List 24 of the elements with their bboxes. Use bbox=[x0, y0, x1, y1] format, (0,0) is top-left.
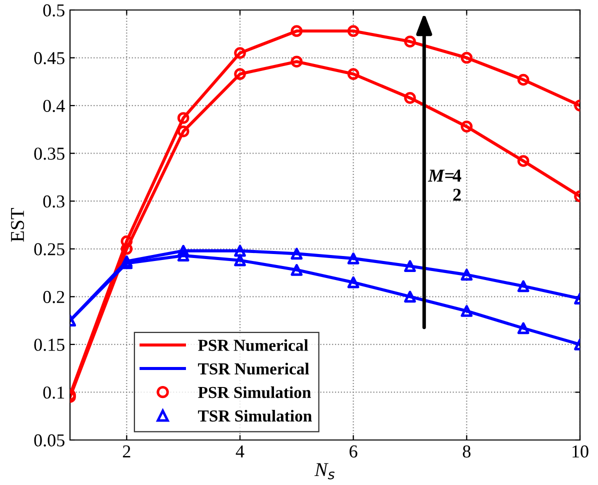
x-tick-label: 2 bbox=[122, 445, 130, 458]
legend-label: TSR Simulation bbox=[198, 410, 312, 422]
y-tick-label: 0.15 bbox=[34, 338, 64, 351]
x-tick-label: 6 bbox=[350, 445, 358, 458]
annotation: M= bbox=[428, 170, 454, 182]
annotation: 2 bbox=[453, 188, 461, 201]
y-tick-label: 0.5 bbox=[43, 4, 64, 17]
legend-label: TSR Numerical bbox=[198, 362, 310, 375]
annotation: 4 bbox=[452, 170, 462, 182]
y-tick-label: 0.2 bbox=[43, 290, 64, 304]
y-tick-label: 0.05 bbox=[34, 434, 64, 447]
y-tick-label: 0.3 bbox=[43, 195, 64, 208]
y-tick-label: 0.45 bbox=[34, 52, 64, 64]
x-tick-label: 8 bbox=[462, 445, 470, 458]
y-tick-label: 0.4 bbox=[43, 100, 65, 112]
y-tick-label: 0.1 bbox=[43, 386, 64, 399]
x-axis-title: N$_{s}$ bbox=[314, 463, 335, 480]
x-tick-label: 10 bbox=[572, 445, 588, 458]
y-tick-label: 0.25 bbox=[34, 243, 64, 256]
legend-label: PSR Simulation bbox=[198, 386, 311, 398]
y-tick-label: 0.35 bbox=[34, 148, 64, 160]
x-tick-label: 4 bbox=[236, 446, 244, 458]
legend-label: PSR Numerical bbox=[198, 339, 308, 352]
y-axis-title: EST bbox=[10, 208, 24, 242]
